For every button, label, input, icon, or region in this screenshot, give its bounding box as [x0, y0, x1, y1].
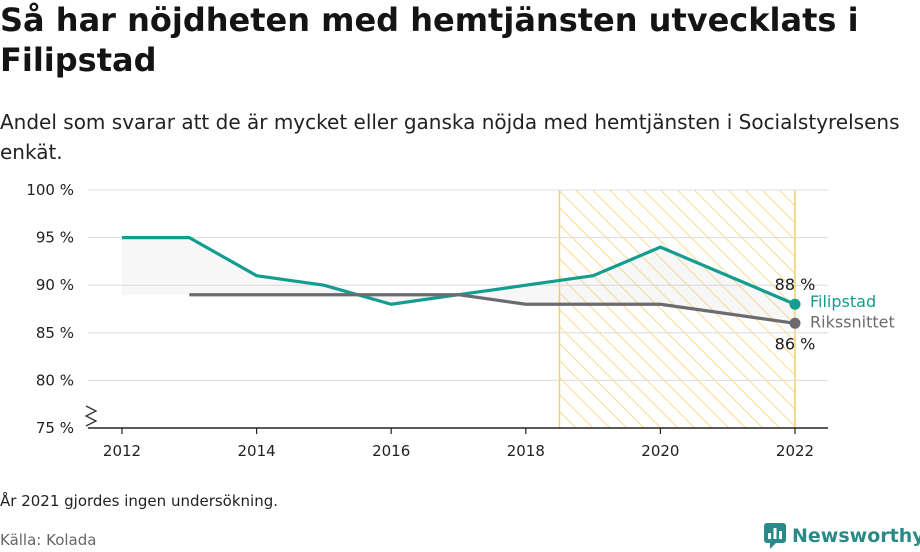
y-tick-label: 95 %	[36, 229, 74, 247]
chart-title: Så har nöjdheten med hemtjänsten utveckl…	[0, 1, 859, 79]
x-tick-label: 2016	[372, 442, 410, 460]
series-name-label: Rikssnittet	[810, 312, 895, 331]
y-tick-label: 85 %	[36, 324, 74, 342]
series-value-label: 88 %	[775, 275, 816, 294]
brand-name: Newsworthy	[792, 525, 920, 547]
source-text: Källa: Kolada	[0, 531, 97, 549]
line-chart: 75 % 80 % 85 % 90 % 95 % 100 % 2012 2014 2016 201…	[26, 181, 895, 460]
series-line-rikssnittet	[189, 293, 796, 325]
series-line-filipstad	[122, 235, 796, 306]
series-end-point	[789, 317, 801, 329]
x-tick-label: 2012	[103, 442, 141, 460]
highlight-band	[559, 190, 795, 428]
series-end-point	[789, 298, 801, 310]
x-tick-label: 2014	[238, 442, 276, 460]
y-tick-label: 80 %	[36, 371, 74, 389]
difference-area	[189, 237, 796, 324]
chart-subtitle: Andel som svarar att de är mycket eller …	[0, 110, 900, 164]
y-tick-label: 90 %	[36, 276, 74, 294]
axis-break-symbol	[84, 405, 98, 427]
x-tick-label: 2020	[641, 442, 679, 460]
x-tick-label: 2022	[776, 442, 814, 460]
series-value-label: 86 %	[775, 334, 816, 353]
difference-area-left	[122, 237, 190, 295]
series-name-label: Filipstad	[810, 292, 876, 311]
footnote: År 2021 gjordes ingen undersökning.	[0, 492, 279, 510]
y-tick-label: 100 %	[26, 181, 74, 199]
newsworthy-logo-icon	[764, 523, 786, 549]
y-tick-label: 75 %	[36, 419, 74, 437]
x-tick-label: 2018	[507, 442, 545, 460]
brand-logo[interactable]: Newsworthy	[764, 521, 920, 551]
